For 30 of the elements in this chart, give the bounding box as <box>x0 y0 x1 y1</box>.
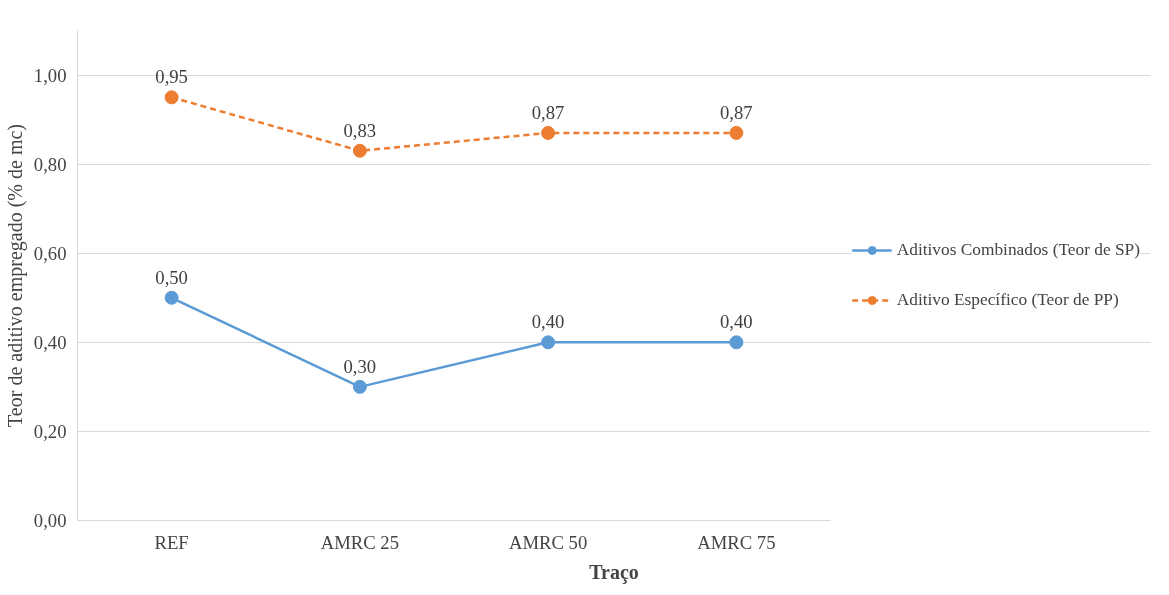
data-label: 0,87 <box>531 101 565 123</box>
x-axis-title: Traço <box>589 560 639 584</box>
point <box>541 125 556 140</box>
point <box>164 290 179 305</box>
x-tick-label: AMRC 25 <box>320 531 400 553</box>
x-tick-label: REF <box>154 531 189 553</box>
point <box>541 335 556 350</box>
point <box>164 90 179 105</box>
point <box>729 335 744 350</box>
y-tick-label: 0,80 <box>33 153 67 175</box>
data-label: 0,95 <box>155 66 188 88</box>
x-tick-label: AMRC 50 <box>508 531 588 553</box>
point <box>352 379 367 394</box>
y-tick-label: 1,00 <box>33 64 67 86</box>
data-label: 0,30 <box>343 355 377 377</box>
point <box>729 125 744 140</box>
y-tick-label: 0,00 <box>33 510 67 531</box>
data-label: 0,40 <box>720 311 753 333</box>
legend-label: Aditivos Combinados (Teor de SP) <box>896 240 1140 260</box>
x-tick-label: AMRC 75 <box>697 531 776 553</box>
y-tick-label: 0,20 <box>33 420 67 442</box>
data-label: 0,87 <box>720 101 753 123</box>
y-tick-label: 0,40 <box>33 331 67 353</box>
legend-label: Aditivo Específico (Teor de PP) <box>896 290 1119 310</box>
y-tick-label: 0,60 <box>33 242 67 264</box>
data-label: 0,40 <box>531 311 565 333</box>
data-label: 0,50 <box>155 266 188 288</box>
point <box>352 143 367 158</box>
data-label: 0,83 <box>343 119 377 141</box>
y-axis-title: Teor de aditivo empregado (% de mc) <box>3 124 27 427</box>
